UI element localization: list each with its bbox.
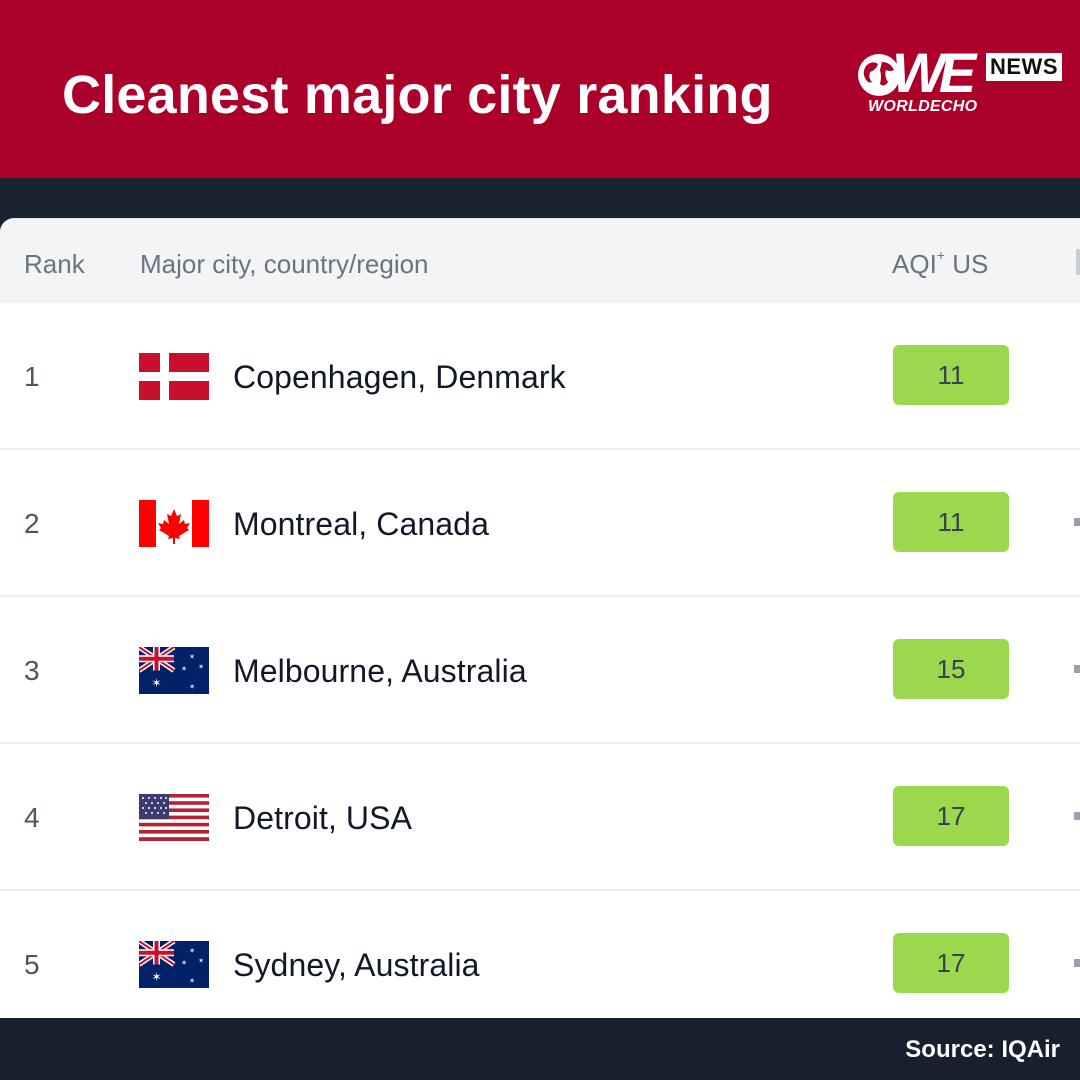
- svg-text:✶: ✶: [189, 653, 195, 661]
- rank-cell: 4: [24, 802, 40, 833]
- aqi-label: AQI: [892, 249, 937, 279]
- footer-bar: Source: IQAir: [0, 1018, 1080, 1080]
- logo-we-text: WE: [892, 41, 976, 104]
- svg-text:✶: ✶: [151, 676, 161, 690]
- header-banner: Cleanest major city ranking WE NEWS WORL…: [0, 0, 1080, 178]
- aqi-badge: 11: [893, 345, 1009, 405]
- city-cell[interactable]: Detroit, USA: [233, 800, 413, 836]
- cutoff-cell-marker: [1074, 518, 1080, 526]
- svg-text:✶: ✶: [198, 663, 204, 671]
- table-header: Rank Major city, country/region AQI+ US: [0, 219, 1080, 303]
- aqi-suffix: US: [952, 249, 989, 279]
- page-title: Cleanest major city ranking: [62, 65, 773, 125]
- australia-flag-icon: ✶ ✶ ✶ ✶ ✶: [139, 941, 209, 988]
- city-cell[interactable]: Montreal, Canada: [233, 506, 489, 542]
- rank-cell: 3: [24, 655, 40, 686]
- svg-text:✶: ✶: [189, 683, 195, 691]
- rank-cell: 1: [24, 361, 40, 392]
- city-cell[interactable]: Melbourne, Australia: [233, 653, 527, 689]
- city-cell[interactable]: Copenhagen, Denmark: [233, 359, 566, 395]
- column-header-rank[interactable]: Rank: [24, 249, 85, 279]
- aqi-plus-sup: +: [936, 247, 945, 263]
- aqi-badge: 15: [893, 639, 1009, 699]
- worldecho-logo: WE NEWS WORLDECHO: [852, 42, 1062, 128]
- svg-text:✶: ✶: [189, 977, 195, 985]
- city-cell[interactable]: Sydney, Australia: [233, 947, 480, 983]
- table-row[interactable]: 2 Montreal, Canada 11: [0, 450, 1080, 597]
- table-row[interactable]: 5 ✶ ✶ ✶ ✶ ✶ Sydney, Australia 17: [0, 891, 1080, 1019]
- ranking-table: Rank Major city, country/region AQI+ US …: [0, 218, 1080, 1019]
- usa-flag-icon: [139, 794, 209, 841]
- source-credit: Source: IQAir: [905, 1036, 1060, 1063]
- globe-icon: [858, 54, 900, 96]
- table-row[interactable]: 4 Detroit, USA 17: [0, 744, 1080, 891]
- svg-text:✶: ✶: [181, 665, 187, 673]
- column-header-aqi[interactable]: AQI+ US: [892, 247, 989, 280]
- table-row[interactable]: 1 Copenhagen, Denmark 11: [0, 303, 1080, 450]
- canada-flag-icon: [139, 500, 209, 547]
- table-row[interactable]: 3 ✶ ✶ ✶ ✶ ✶ Melbourne, Australia 15: [0, 597, 1080, 744]
- column-header-city[interactable]: Major city, country/region: [140, 249, 429, 279]
- svg-text:✶: ✶: [151, 970, 161, 984]
- logo-news-badge: NEWS: [986, 53, 1062, 81]
- svg-text:✶: ✶: [189, 947, 195, 955]
- svg-text:✶: ✶: [181, 959, 187, 967]
- australia-flag-icon: ✶ ✶ ✶ ✶ ✶: [139, 647, 209, 694]
- rank-cell: 5: [24, 949, 40, 980]
- aqi-badge: 17: [893, 786, 1009, 846]
- cutoff-cell-marker: [1074, 812, 1080, 820]
- rank-cell: 2: [24, 508, 40, 539]
- cutoff-cell-marker: [1074, 959, 1080, 967]
- aqi-badge: 17: [893, 933, 1009, 993]
- cutoff-cell-marker: [1074, 665, 1080, 673]
- logo-subtitle: WORLDECHO: [868, 98, 978, 115]
- svg-text:✶: ✶: [198, 957, 204, 965]
- aqi-badge: 11: [893, 492, 1009, 552]
- column-header-cutoff: [1076, 249, 1080, 275]
- denmark-flag-icon: [139, 353, 209, 400]
